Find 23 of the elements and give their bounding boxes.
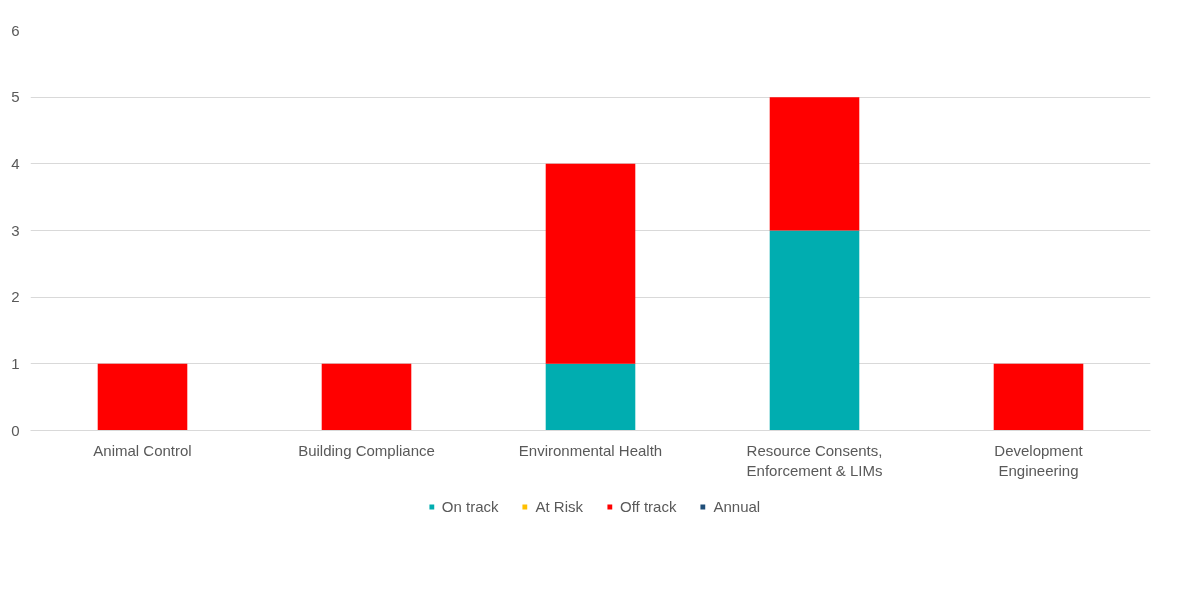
y-tick-label: 0 xyxy=(11,421,20,439)
legend-label: At Risk xyxy=(535,497,584,515)
bar xyxy=(545,163,636,364)
y-tick-label: 5 xyxy=(11,88,20,106)
legend-label: Annual xyxy=(713,497,761,515)
legend-label: Off track xyxy=(620,497,677,515)
bar xyxy=(993,363,1084,431)
bar xyxy=(321,363,412,431)
y-tick-label: 1 xyxy=(11,354,20,372)
bar xyxy=(769,230,860,431)
legend-label: On track xyxy=(441,497,499,515)
x-tick-label: Animal Control xyxy=(93,441,192,459)
x-tick-label: Resource Consents, Enforcement & LIMs xyxy=(746,441,883,479)
bar xyxy=(769,97,860,231)
y-tick-label: 4 xyxy=(11,154,20,172)
x-tick-label: Environmental Health xyxy=(518,441,663,459)
x-tick-label: Development Engineering xyxy=(994,441,1084,479)
bar xyxy=(97,363,188,431)
x-tick-label: Building Compliance xyxy=(298,441,435,459)
y-tick-label: 6 xyxy=(11,21,20,39)
bar xyxy=(545,363,636,431)
y-tick-label: 3 xyxy=(11,221,20,239)
y-tick-label: 2 xyxy=(11,288,20,306)
